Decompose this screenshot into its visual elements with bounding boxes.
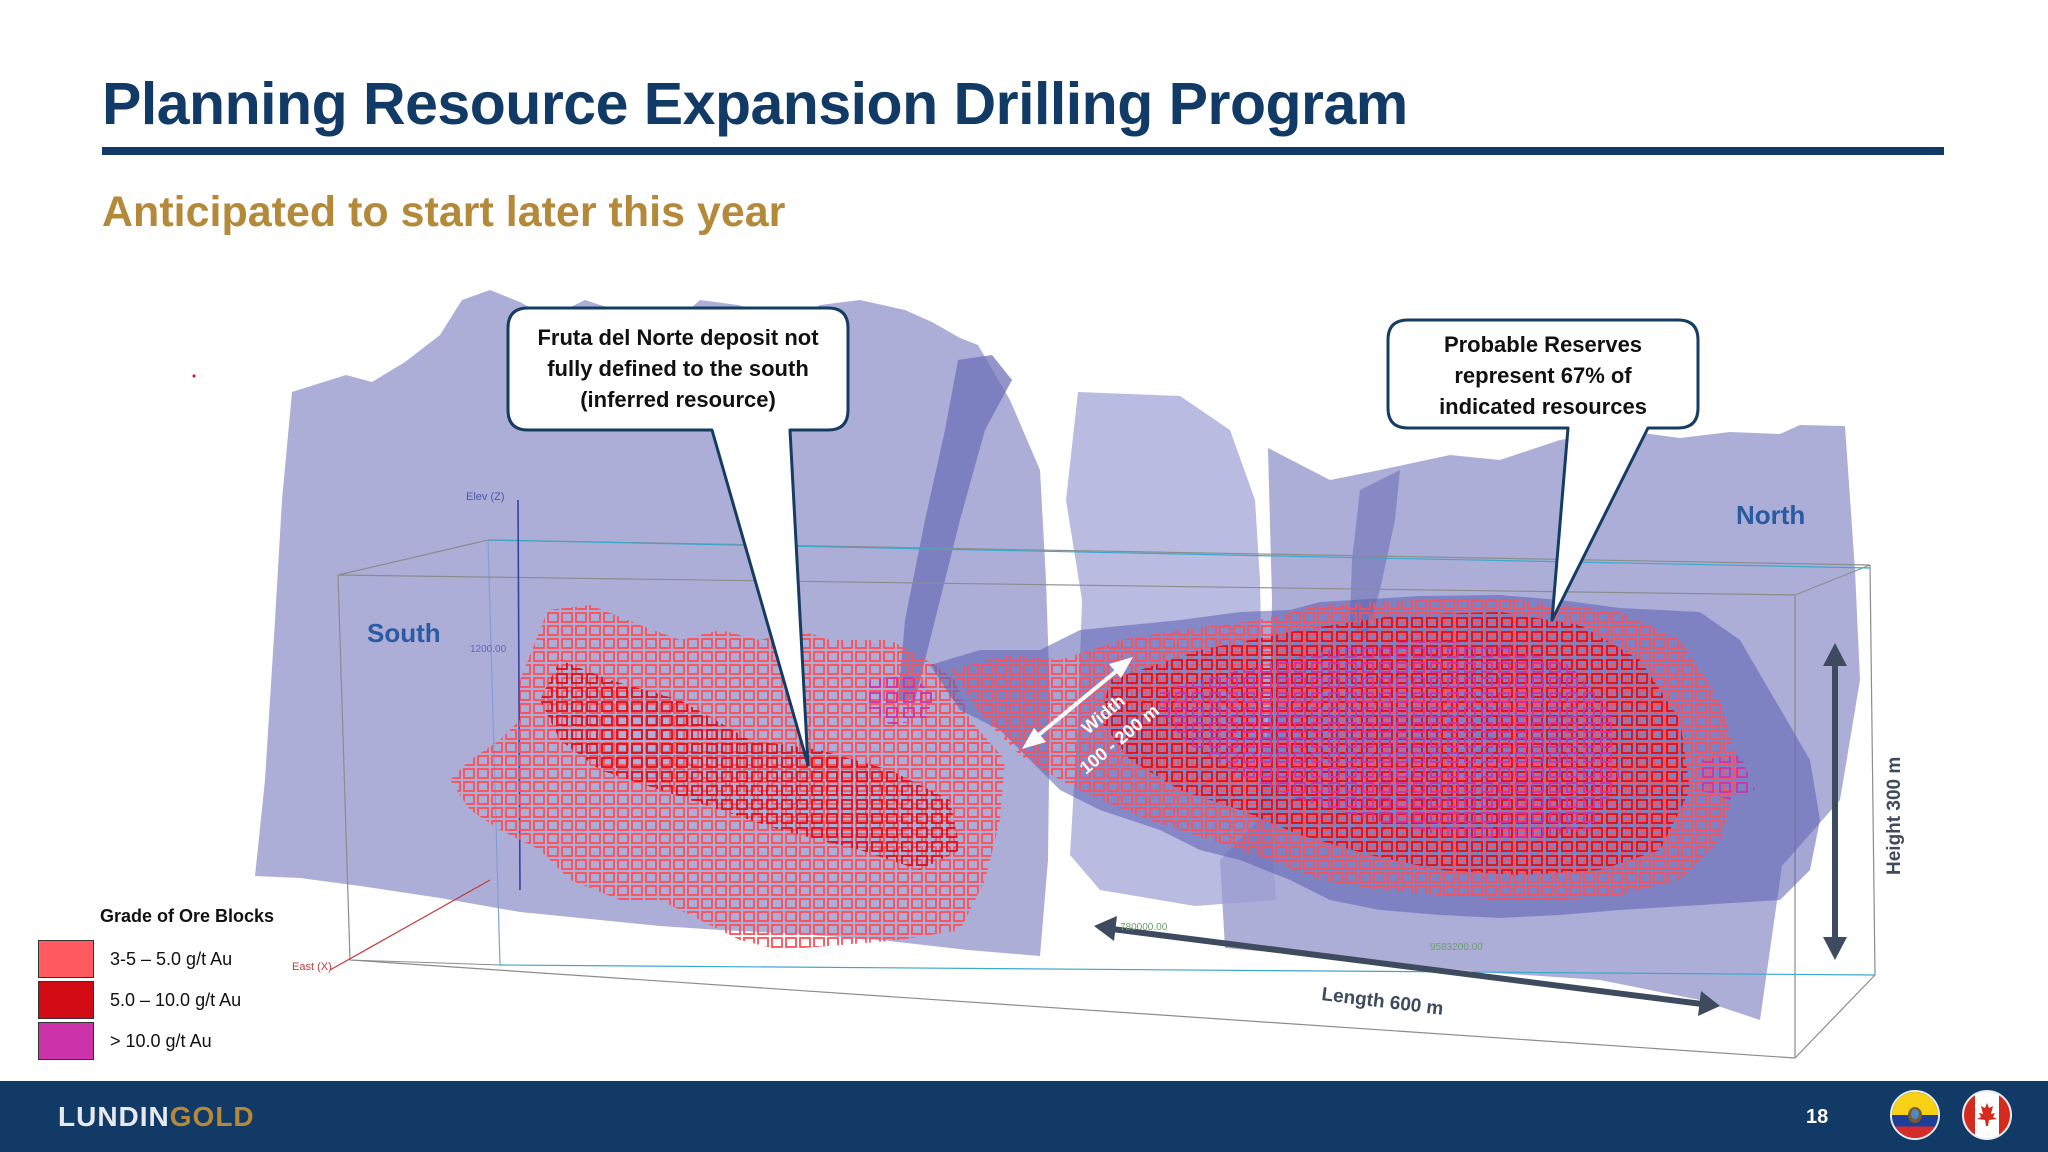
ore-zone-south-high (865, 675, 935, 725)
page-number: 18 (1806, 1106, 1829, 1128)
east-axis-label: East (X) (292, 961, 332, 973)
model-bounding-box (329, 499, 1876, 1059)
callout-south-line-2: fully defined to the south (547, 356, 809, 381)
slide-subtitle: Anticipated to start later this year (102, 188, 786, 236)
legend-item-high-grade: > 10.0 g/t Au (38, 1022, 318, 1062)
coord-label-2: 9583200.00 (1430, 942, 1483, 953)
legend-label-mid: 5.0 – 10.0 g/t Au (110, 990, 242, 1010)
legend-swatch-high (38, 1022, 94, 1060)
legend-item-mid-grade: 5.0 – 10.0 g/t Au (38, 981, 318, 1021)
ore-zone-south-mid (540, 660, 960, 870)
length-arrow (1111, 926, 1703, 1007)
callout-north-line-3: indicated resources (1439, 394, 1647, 419)
coord-label-1: 780000.00 (1120, 922, 1168, 933)
height-label: Height 300 m (1884, 757, 1905, 875)
callout-north-line-2: represent 67% of (1454, 363, 1632, 388)
north-label: North (1736, 500, 1805, 530)
callout-bubbles (506, 306, 1700, 767)
fault-dark-band (898, 355, 1012, 700)
legend-label-high: > 10.0 g/t Au (110, 1031, 212, 1051)
length-label: Length 600 m (1320, 984, 1444, 1020)
dimension-arrows (1022, 643, 1847, 1016)
legend-item-low-grade: 3-5 – 5.0 g/t Au (38, 940, 318, 980)
legend-swatch-mid (38, 981, 94, 1019)
callout-north-line-1: Probable Reserves (1443, 332, 1643, 357)
elev-tick-label: 1200.00 (470, 644, 507, 655)
elev-axis-label: Elev (Z) (466, 491, 505, 503)
legend-label-low: 3-5 – 5.0 g/t Au (110, 949, 233, 969)
canada-flag-icon (1962, 1090, 2012, 1140)
legend-title: Grade of Ore Blocks (100, 906, 275, 926)
lundin-gold-logo: LUNDINGOLD (58, 1101, 255, 1133)
logo-text-lundin: LUNDIN (58, 1101, 170, 1132)
ore-zone-north-high (1160, 640, 1620, 840)
legend-swatch-low (38, 940, 94, 978)
south-label: South (367, 618, 441, 648)
ore-zone-north-high-2 (1700, 755, 1755, 800)
ore-blocks-south (450, 605, 1005, 950)
callout-south-bubble (506, 306, 850, 767)
logo-text-gold: GOLD (169, 1101, 255, 1132)
callout-south-line-1: Fruta del Norte deposit not (537, 325, 819, 350)
width-arrow (1028, 662, 1127, 744)
callout-north-bubble (1386, 318, 1700, 622)
fault-dark-band-north (1350, 470, 1400, 640)
ore-blocks-north (930, 595, 1820, 918)
ecuador-flag-icon (1890, 1090, 1940, 1140)
diagram-labels: South North Width 100 - 200 m Height 300… (292, 491, 1905, 1020)
title-underline (102, 147, 1944, 155)
slide-title: Planning Resource Expansion Drilling Pro… (102, 71, 1408, 137)
footer-bar: LUNDINGOLD 18 (0, 1081, 2048, 1152)
callout-south-text: Fruta del Norte deposit not fully define… (512, 322, 844, 415)
callout-north-text: Probable Reserves represent 67% of indic… (1392, 329, 1694, 422)
callout-south-line-3: (inferred resource) (580, 387, 776, 412)
